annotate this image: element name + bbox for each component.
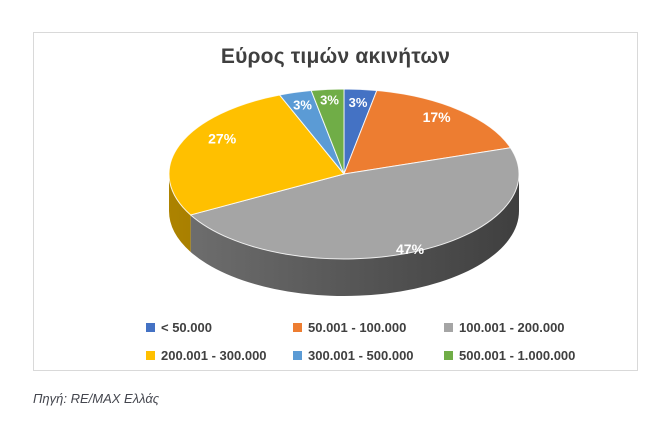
chart-title: Εύρος τιμών ακινήτων xyxy=(220,45,451,68)
legend-item-1: 50.001 - 100.000 xyxy=(293,319,444,335)
legend-item-5: 500.001 - 1.000.000 xyxy=(444,347,626,363)
legend-swatch-icon xyxy=(146,322,155,332)
legend-label: 300.001 - 500.000 xyxy=(308,347,414,363)
chart-legend: < 50.000 50.001 - 100.000 100.001 - 200.00… xyxy=(146,319,626,375)
pie-slice-1 xyxy=(343,90,511,175)
legend-item-0: < 50.000 xyxy=(146,319,293,335)
legend-swatch-icon xyxy=(146,350,155,360)
legend-label: 50.001 - 100.000 xyxy=(308,319,407,335)
legend-label: 200.001 - 300.000 xyxy=(161,347,267,363)
pie-side-2 xyxy=(190,174,519,297)
pie-slice-2 xyxy=(190,147,520,260)
legend-row-1: 200.001 - 300.000 300.001 - 500.000 500.00… xyxy=(146,347,626,363)
legend-swatch-icon xyxy=(293,322,302,332)
legend-item-2: 100.001 - 200.000 xyxy=(444,319,626,335)
legend-swatch-icon xyxy=(444,322,453,332)
legend-label: 100.001 - 200.000 xyxy=(459,319,565,335)
legend-swatch-icon xyxy=(293,350,302,360)
legend-item-3: 200.001 - 300.000 xyxy=(146,347,293,363)
pie-side-3 xyxy=(169,174,191,252)
pie-data-label-1: 17% xyxy=(423,109,452,125)
legend-label: < 50.000 xyxy=(161,319,212,335)
pie-data-label-5: 3% xyxy=(320,93,339,108)
pie-slice-5 xyxy=(310,88,345,175)
pie-chart: 3% 17% 47% 27% 3% 3% xyxy=(168,88,520,297)
legend-label: 500.001 - 1.000.000 xyxy=(459,347,576,363)
chart-frame: Εύρος τιμών ακινήτων 3% 17% 47% 27% 3% 3% < 5… xyxy=(33,32,638,371)
pie-slice-3 xyxy=(168,94,345,216)
pie-data-label-0: 3% xyxy=(349,95,368,110)
pie-data-label-3: 27% xyxy=(208,131,237,147)
pie-data-label-2: 47% xyxy=(396,241,425,257)
pie-data-label-4: 3% xyxy=(293,98,312,113)
source-note: Πηγή: RE/MAX Ελλάς xyxy=(33,391,160,406)
legend-swatch-icon xyxy=(444,350,453,360)
legend-row-0: < 50.000 50.001 - 100.000 100.001 - 200.00… xyxy=(146,319,626,335)
legend-item-4: 300.001 - 500.000 xyxy=(293,347,444,363)
